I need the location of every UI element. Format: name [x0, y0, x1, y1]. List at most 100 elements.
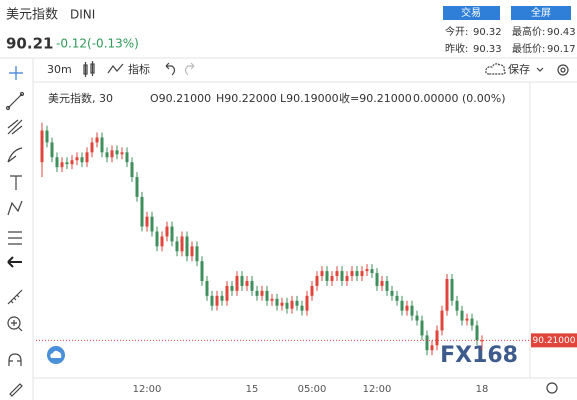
watermark: FX168 — [440, 343, 518, 368]
x-tick-label: 15 — [246, 384, 259, 395]
legend-value: 收=90.21000 — [339, 91, 412, 105]
candle-body — [200, 261, 204, 281]
candle-body — [255, 290, 259, 296]
legend-value: 0.00000 (0.00%) — [413, 92, 506, 105]
candle-body — [245, 280, 249, 286]
candle-body — [185, 236, 189, 257]
save-button[interactable]: 保存 — [508, 62, 530, 76]
symbol-code: DINI — [70, 8, 95, 22]
stat-label: 最低价: — [512, 42, 545, 55]
candle-body — [105, 152, 109, 158]
candle-body — [415, 315, 419, 321]
candle-body — [270, 298, 274, 301]
cloud-badge-icon — [50, 350, 62, 358]
drawing-tools[interactable] — [5, 66, 25, 397]
candle-body — [70, 160, 74, 165]
candle-body — [425, 335, 429, 351]
candle-body — [190, 246, 194, 257]
save-menu-icon[interactable] — [536, 67, 544, 72]
candle-body — [160, 236, 164, 247]
candle-body — [455, 300, 459, 311]
candle-body — [325, 271, 329, 281]
candle-type-icon[interactable] — [83, 61, 95, 77]
candle-body — [75, 157, 79, 161]
candle-body — [345, 276, 349, 281]
candle-body — [430, 345, 434, 351]
symbol-name: 美元指数 — [6, 8, 58, 23]
candle-body — [215, 295, 219, 306]
indicator-icon[interactable] — [107, 63, 124, 74]
axis-settings-icon[interactable] — [546, 382, 558, 394]
candle-body — [150, 216, 154, 232]
candle-body — [335, 271, 339, 277]
candle-body — [195, 246, 199, 262]
undo-icon[interactable] — [165, 62, 176, 76]
candle-body — [305, 295, 309, 311]
settings-icon-core — [560, 67, 566, 73]
legend-value: H90.22000 — [216, 92, 277, 105]
candle-body — [375, 273, 379, 286]
candle-body — [110, 150, 114, 158]
stat-value: 90.17 — [547, 44, 576, 55]
legend-symbol: 美元指数, 30 — [48, 91, 113, 105]
candle-body — [405, 305, 409, 311]
candle-body — [385, 280, 389, 291]
indicator-button[interactable]: 指标 — [128, 62, 150, 76]
candle-body — [320, 271, 324, 277]
candle-body — [65, 162, 69, 165]
candle-body — [115, 150, 119, 155]
candle-body — [265, 290, 269, 301]
candle-body — [340, 271, 344, 281]
candle-body — [45, 130, 49, 143]
x-tick-label: 12:00 — [133, 384, 162, 395]
stat-value: 90.32 — [473, 27, 502, 38]
candle-body — [80, 157, 84, 163]
candle-body — [295, 300, 299, 306]
trade-button[interactable] — [443, 6, 500, 20]
candle-body — [240, 276, 244, 286]
candle-body — [135, 177, 139, 197]
candle-body — [420, 320, 424, 336]
fullscreen-button-label[interactable]: 全屏 — [531, 6, 551, 19]
candle-body — [275, 298, 279, 306]
candle-body — [220, 295, 224, 301]
candle-body — [130, 162, 134, 178]
candle-body — [470, 318, 474, 326]
candle-body — [450, 279, 454, 301]
trade-button-label[interactable]: 交易 — [461, 6, 481, 19]
candle-body — [50, 142, 54, 158]
candle-body — [380, 280, 384, 286]
candle-body — [170, 226, 174, 242]
candle-body — [165, 226, 169, 237]
cloud-icon[interactable] — [485, 63, 506, 75]
candle-body — [480, 340, 484, 342]
x-tick-label: 12:00 — [363, 384, 392, 395]
candle-body — [155, 231, 159, 247]
candle-body — [235, 276, 239, 291]
candle-body — [370, 269, 374, 274]
fullscreen-button[interactable] — [511, 6, 571, 20]
candle-body — [410, 305, 414, 316]
legend-value: L90.19000 — [280, 92, 339, 105]
candle-body — [310, 285, 314, 296]
x-tick-label: 18 — [476, 384, 489, 395]
candle-body — [205, 280, 209, 296]
candle-body — [60, 162, 64, 168]
settings-icon[interactable] — [557, 64, 569, 76]
candle-body — [400, 300, 404, 311]
candle-body — [475, 325, 479, 341]
stat-value: 90.43 — [547, 27, 576, 38]
redo-icon[interactable] — [184, 62, 195, 76]
candle-body — [120, 152, 124, 155]
candle-body — [90, 142, 94, 153]
candle-body — [390, 290, 394, 296]
candle-body — [225, 285, 229, 301]
interval-button[interactable]: 30m — [47, 63, 72, 76]
candle-body — [145, 216, 149, 227]
candle-body — [140, 196, 144, 227]
candle-body — [260, 290, 264, 296]
candle-body — [315, 276, 319, 286]
candle-body — [290, 300, 294, 309]
